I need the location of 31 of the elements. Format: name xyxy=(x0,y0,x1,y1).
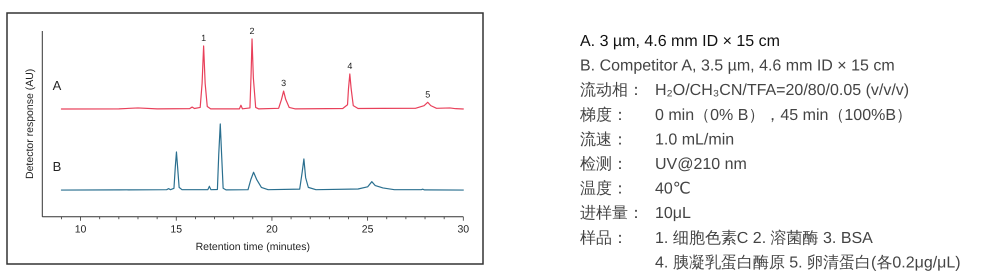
series-label: A xyxy=(52,78,62,94)
text: 1.0 mL/min xyxy=(655,131,734,148)
annotation: 1 xyxy=(201,32,206,43)
text: 1. 细胞色素C 2. 溶菌酶 3. BSA xyxy=(655,228,874,247)
text: UV@210 nm xyxy=(655,156,747,173)
annotation: 2 xyxy=(250,26,255,36)
text: 温度： xyxy=(580,180,628,198)
series-label: B xyxy=(52,159,62,174)
text: H₂O/CH₃CN/TFA=20/80/0.05 (v/v/v) xyxy=(655,82,910,100)
x-tick-label: 25 xyxy=(362,224,374,236)
annotation: 3 xyxy=(281,78,286,88)
text: 10μL xyxy=(655,205,692,222)
y-axis-title: Detector response (AU) xyxy=(24,68,36,179)
text: 流速： xyxy=(580,130,628,148)
x-tick-label: 30 xyxy=(457,224,470,236)
text: 检测： xyxy=(580,155,628,173)
x-tick-label: 20 xyxy=(266,224,278,236)
text: 4. 胰凝乳蛋白酶原 5. 卵清蛋白(各0.2μg/μL) xyxy=(655,253,961,272)
text: 流动相： xyxy=(580,81,644,100)
text: 进样量： xyxy=(580,204,644,222)
x-axis-title: Retention time (minutes) xyxy=(196,241,310,253)
text: B. Competitor A, 3.5 µm, 4.6 mm ID × 15 cm xyxy=(580,58,895,75)
annotation: 4 xyxy=(347,61,352,72)
text: A. 3 µm, 4.6 mm ID × 15 cm xyxy=(580,33,780,50)
text: 0 min（0% B），45 min（100%B） xyxy=(655,106,912,124)
text: 梯度： xyxy=(579,106,628,124)
text: 40℃ xyxy=(655,180,691,198)
annotation: 5 xyxy=(425,89,430,100)
text: 样品： xyxy=(580,228,628,247)
x-tick-label: 15 xyxy=(170,224,182,236)
x-tick-label: 10 xyxy=(74,224,87,236)
